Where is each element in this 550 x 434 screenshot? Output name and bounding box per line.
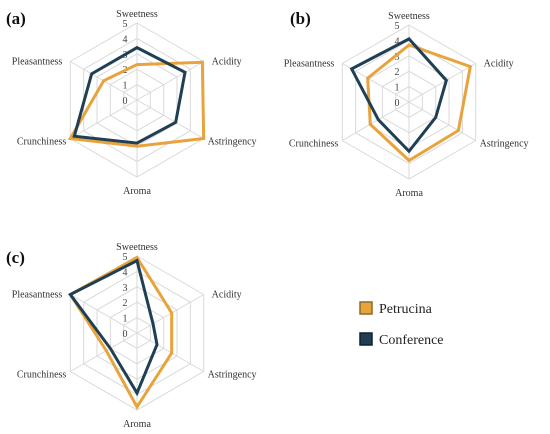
axis-label-aroma: Aroma: [123, 419, 151, 430]
axis-label-pleasantness: Pleasantness: [284, 59, 335, 70]
panel-label: (b): [290, 9, 311, 28]
spoke-astringency: [136, 99, 204, 139]
axis-label-pleasantness: Pleasantness: [12, 290, 63, 301]
axis-label-aroma: Aroma: [395, 188, 423, 199]
axis-label-acidity: Acidity: [484, 59, 514, 70]
spoke-crunchiness: [70, 332, 138, 372]
series-line-petrucina: [366, 43, 473, 163]
tick-label: 1: [395, 83, 400, 94]
legend-label-petrucina: Petrucina: [379, 302, 433, 317]
legend-swatch-petrucina: [359, 301, 373, 315]
spoke-crunchiness: [70, 99, 138, 139]
spoke-astringency: [408, 101, 476, 141]
tick-label: 2: [395, 67, 400, 78]
axis-label-crunchiness: Crunchiness: [289, 139, 339, 150]
axis-label-pleasantness: Pleasantness: [12, 57, 63, 68]
tick-label: 3: [395, 52, 400, 63]
legend-swatch-conference: [359, 332, 373, 346]
axis-label-sweetness: Sweetness: [388, 11, 430, 22]
tick-label: 0: [395, 98, 400, 109]
axis-label-crunchiness: Crunchiness: [17, 370, 67, 381]
series-line-conference: [68, 258, 159, 397]
series-line-conference: [349, 36, 449, 154]
axis-label-sweetness: Sweetness: [116, 242, 158, 253]
tick-label: 1: [123, 81, 128, 92]
spoke-pleasantness: [70, 294, 138, 334]
tick-label: 3: [123, 283, 128, 294]
tick-label: 2: [123, 298, 128, 309]
tick-label: 5: [123, 252, 128, 263]
axis-label-acidity: Acidity: [212, 290, 242, 301]
tick-label: 5: [123, 19, 128, 30]
panel-label: (c): [6, 248, 25, 267]
axis-label-astringency: Astringency: [208, 370, 257, 381]
series-line-conference: [72, 45, 187, 145]
axis-label-crunchiness: Crunchiness: [17, 137, 67, 148]
tick-label: 4: [123, 34, 128, 45]
spoke-acidity: [408, 63, 476, 103]
tick-label: 4: [123, 267, 128, 278]
tick-label: 1: [123, 314, 128, 325]
series-line-petrucina: [67, 60, 206, 148]
legend-label-conference: Conference: [379, 333, 444, 348]
axis-label-sweetness: Sweetness: [116, 9, 158, 20]
series-line-petrucina: [68, 255, 174, 410]
axis-label-acidity: Acidity: [212, 57, 242, 68]
tick-label: 4: [395, 36, 400, 47]
legend: Petrucina Conference: [359, 301, 444, 348]
spoke-crunchiness: [342, 101, 410, 141]
radar-panel-a: 012345SweetnessAcidityAstringencyAromaCr…: [6, 9, 257, 197]
axis-label-astringency: Astringency: [208, 137, 257, 148]
tick-label: 0: [123, 96, 128, 107]
tick-label: 0: [123, 329, 128, 340]
panel-label: (a): [6, 9, 26, 28]
axis-label-aroma: Aroma: [123, 186, 151, 197]
spoke-acidity: [136, 61, 204, 101]
axis-label-astringency: Astringency: [480, 139, 529, 150]
tick-label: 5: [395, 21, 400, 32]
